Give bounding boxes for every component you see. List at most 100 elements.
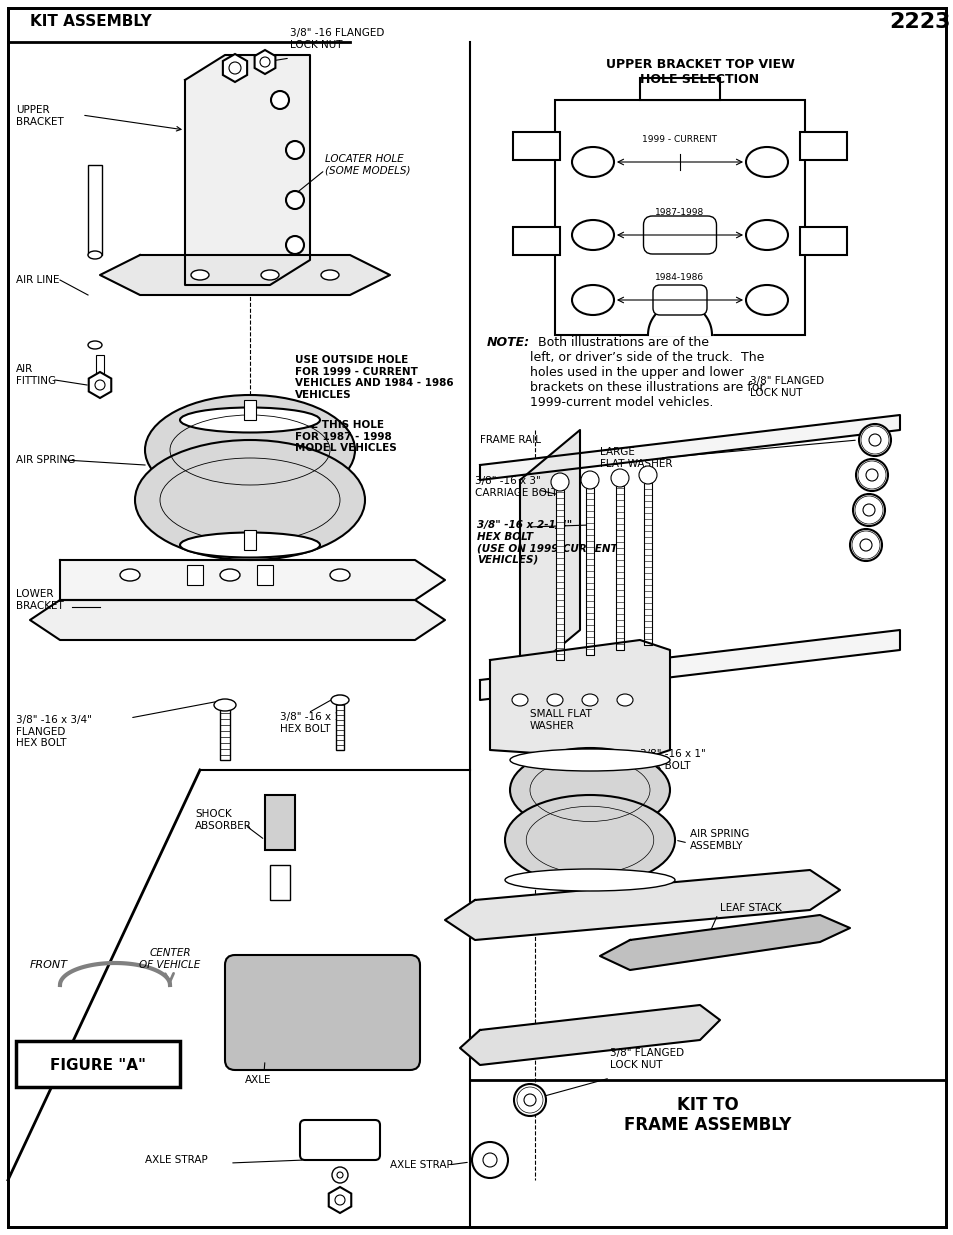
Circle shape [580,471,598,489]
Text: 1987-1998: 1987-1998 [655,207,704,217]
Text: 3/8" -16 x 1"
HEX BOLT: 3/8" -16 x 1" HEX BOLT [639,750,705,771]
Polygon shape [459,1005,720,1065]
FancyBboxPatch shape [652,285,706,315]
Ellipse shape [88,341,102,350]
Ellipse shape [510,748,669,832]
Text: 3/8" -16 FLANGED
LOCK NUT: 3/8" -16 FLANGED LOCK NUT [290,28,384,49]
Text: LOWER
BRACKET: LOWER BRACKET [16,589,64,611]
Bar [88,165,102,254]
Text: FRAME RAIL: FRAME RAIL [479,435,540,445]
Ellipse shape [145,395,355,505]
Bar [800,132,846,161]
Text: LOCATER HOLE
(SOME MODELS): LOCATER HOLE (SOME MODELS) [325,154,410,175]
Text: KIT ASSEMBLY: KIT ASSEMBLY [30,15,152,30]
Polygon shape [479,630,899,700]
Text: AIR SPRING: AIR SPRING [16,454,75,466]
Text: CENTER
OF VEHICLE: CENTER OF VEHICLE [139,948,200,969]
Text: 3/8" -16 x 3"
CARRIAGE BOLT: 3/8" -16 x 3" CARRIAGE BOLT [475,477,557,498]
Text: 3/8" FLANGED
LOCK NUT: 3/8" FLANGED LOCK NUT [749,377,823,398]
Ellipse shape [330,569,350,580]
Circle shape [229,62,241,74]
Ellipse shape [572,285,614,315]
Bar [616,487,623,650]
Bar [639,78,720,100]
Ellipse shape [745,147,787,177]
Ellipse shape [331,695,349,705]
Bar [220,700,230,760]
Text: 3/8" -16 x 1"
HEX BOLT: 3/8" -16 x 1" HEX BOLT [280,713,345,734]
Circle shape [335,1195,345,1205]
Polygon shape [599,915,849,969]
Bar [187,564,203,585]
Ellipse shape [261,270,278,280]
Text: 1999 - CURRENT: 1999 - CURRENT [641,135,717,144]
Circle shape [851,531,879,559]
Bar [96,354,104,375]
Bar [244,400,255,420]
Circle shape [868,433,880,446]
Circle shape [472,1142,507,1178]
Circle shape [865,469,877,480]
Bar [555,100,804,335]
Polygon shape [100,254,390,295]
Circle shape [610,469,628,487]
Text: AIR LINE: AIR LINE [16,275,59,285]
Text: 3/8" -16 x 2-1/4"
HEX BOLT
(USE ON 1999-CURRENT
VEHICLES): 3/8" -16 x 2-1/4" HEX BOLT (USE ON 1999-… [476,520,617,564]
Circle shape [857,461,885,489]
Circle shape [95,380,105,390]
Polygon shape [444,869,840,940]
Text: SMALL FLAT
WASHER: SMALL FLAT WASHER [530,709,591,731]
Text: 3/8" -16 x 3/4"
FLANGED
HEX BOLT: 3/8" -16 x 3/4" FLANGED HEX BOLT [16,715,91,748]
Circle shape [271,91,289,109]
Ellipse shape [213,699,235,711]
Circle shape [514,1084,545,1116]
Circle shape [286,191,304,209]
Bar [335,695,344,750]
Ellipse shape [180,532,319,557]
Ellipse shape [504,869,675,890]
Text: AXLE: AXLE [245,1074,272,1086]
Circle shape [861,426,888,454]
Ellipse shape [180,408,319,432]
Text: UPPER
BRACKET: UPPER BRACKET [16,105,64,127]
Polygon shape [490,640,669,760]
Ellipse shape [220,569,240,580]
Circle shape [855,459,887,492]
Ellipse shape [745,220,787,249]
Bar [513,132,559,161]
Text: NOTE:: NOTE: [486,336,530,350]
Circle shape [260,57,270,67]
Text: AIR
FITTING: AIR FITTING [16,364,56,385]
Text: AXLE STRAP: AXLE STRAP [390,1160,453,1170]
Circle shape [551,473,568,492]
Text: 2223: 2223 [888,12,950,32]
Circle shape [859,538,871,551]
Text: LARGE
FLAT WASHER: LARGE FLAT WASHER [599,447,672,469]
Text: FIGURE "A": FIGURE "A" [50,1057,146,1072]
Ellipse shape [120,569,140,580]
Bar [513,227,559,254]
Circle shape [286,141,304,159]
Polygon shape [30,600,444,640]
Ellipse shape [617,694,633,706]
Ellipse shape [504,795,675,885]
FancyBboxPatch shape [225,955,419,1070]
Ellipse shape [135,440,365,559]
Circle shape [858,424,890,456]
Ellipse shape [191,270,209,280]
Ellipse shape [320,270,338,280]
Text: AXLE STRAP: AXLE STRAP [145,1155,208,1165]
Polygon shape [519,430,579,680]
Text: USE THIS HOLE
FOR 1987 - 1998
MODEL VEHICLES: USE THIS HOLE FOR 1987 - 1998 MODEL VEHI… [294,420,396,453]
Ellipse shape [572,147,614,177]
Polygon shape [479,415,899,480]
Text: FRONT: FRONT [30,960,68,969]
Circle shape [862,504,874,516]
FancyBboxPatch shape [299,1120,379,1160]
Circle shape [854,496,882,524]
Text: LEAF STACK: LEAF STACK [720,903,781,913]
Ellipse shape [512,694,527,706]
Bar [244,530,255,550]
Bar [585,488,594,655]
FancyBboxPatch shape [643,216,716,254]
